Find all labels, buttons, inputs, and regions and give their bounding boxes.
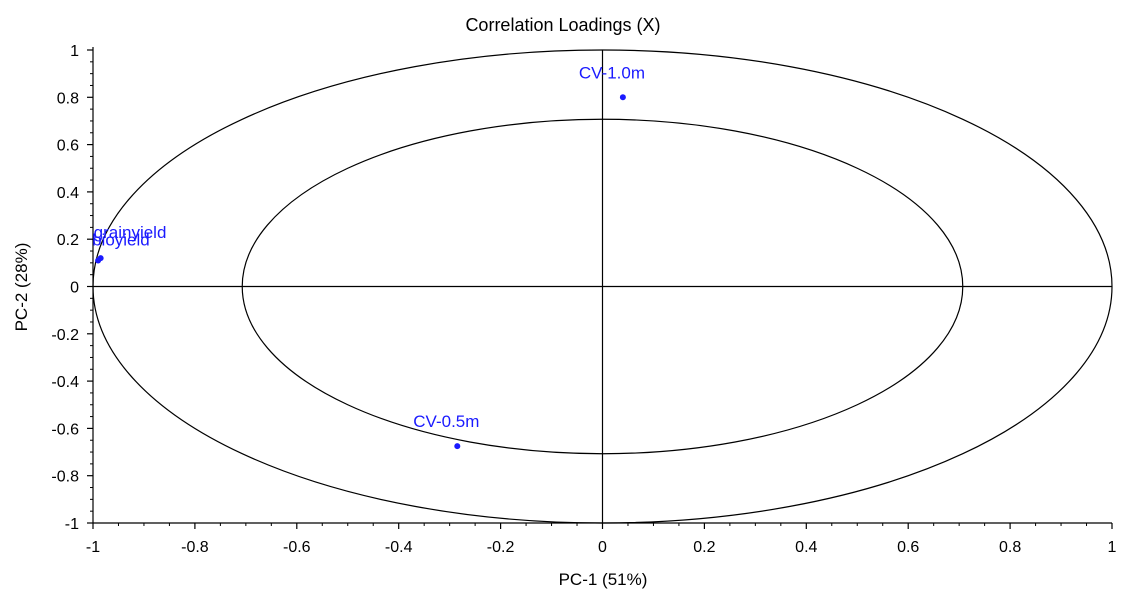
x-tick-label: 0 [598, 539, 607, 556]
loading-point-cv-1-0m [619, 94, 626, 101]
x-tick-label: -0.8 [181, 539, 209, 556]
y-tick-label: 0 [70, 280, 79, 297]
x-tick-label: 0.2 [693, 539, 715, 556]
loading-point-bioyield [95, 257, 102, 264]
y-axis-label: PC-2 (28%) [12, 243, 31, 332]
x-tick-label: -1 [86, 539, 100, 556]
loading-label-cv-1-0m: CV-1.0m [579, 63, 645, 82]
x-tick-label: 0.6 [897, 539, 919, 556]
loading-label-grainyield: grainyield [94, 223, 167, 242]
loading-point-cv-0-5m [454, 443, 461, 450]
y-tick-label: -0.6 [51, 421, 79, 438]
x-tick-label: -0.4 [385, 539, 413, 556]
y-tick-label: 0.4 [57, 185, 79, 202]
loading-label-cv-0-5m: CV-0.5m [413, 412, 479, 431]
x-tick-label: -0.2 [487, 539, 515, 556]
x-tick-label: -0.6 [283, 539, 311, 556]
y-tick-label: 0.2 [57, 232, 79, 249]
chart-title: Correlation Loadings (X) [465, 15, 660, 35]
y-tick-label: -0.8 [51, 469, 79, 486]
y-tick-label: 1 [70, 43, 79, 60]
y-tick-label: -0.4 [51, 374, 79, 391]
y-tick-label: 0.6 [57, 138, 79, 155]
x-tick-label: 0.8 [999, 539, 1021, 556]
x-tick-label: 1 [1108, 539, 1117, 556]
plot-area: 1 0.8 0.6 0.4 0.2 0 -0.2 -0.4 -0.6 -0.8 -1 -1 -0.8 -0… [51, 43, 1116, 556]
y-tick-label: -0.2 [51, 327, 79, 344]
x-axis-label: PC-1 (51%) [559, 570, 648, 589]
y-tick-label: 0.8 [57, 90, 79, 107]
loading-label-bioyield: bioyield [92, 230, 150, 249]
x-tick-label: 0.4 [795, 539, 817, 556]
y-tick-label: -1 [65, 516, 79, 533]
